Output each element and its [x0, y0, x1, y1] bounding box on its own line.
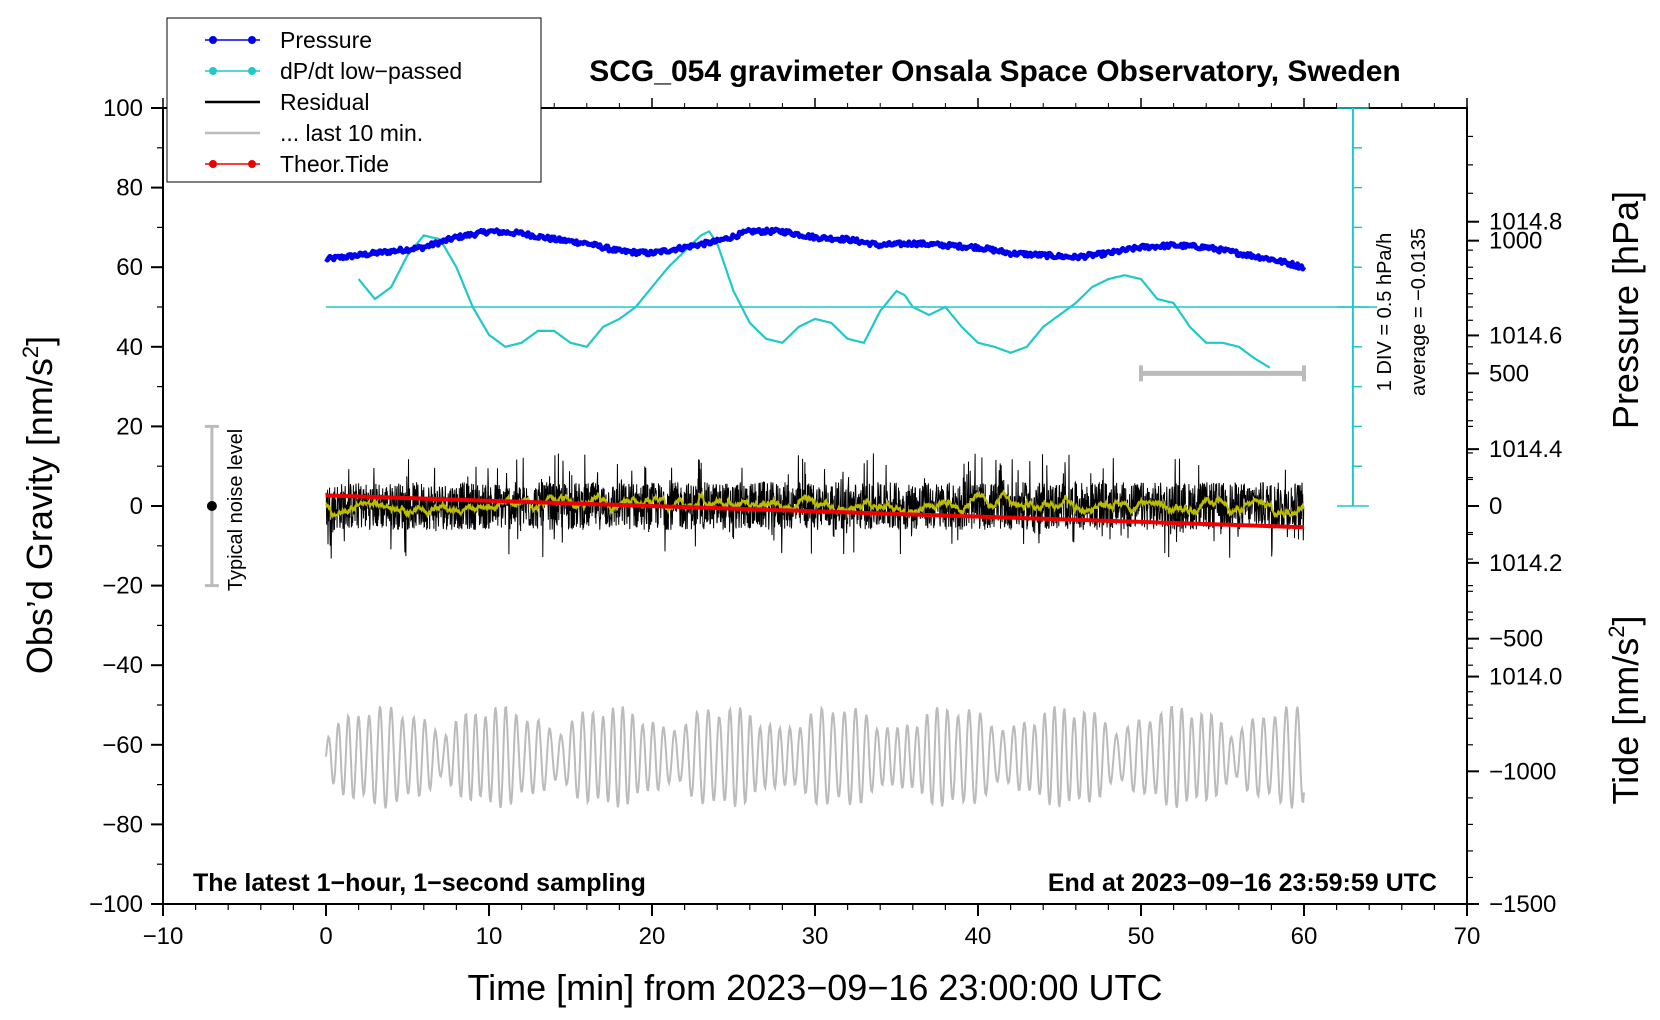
y-tick-label: −20: [102, 573, 143, 600]
last10-series-line: [325, 705, 1305, 809]
legend-label-tide: Theor.Tide: [280, 151, 389, 177]
x-tick-label: 10: [476, 923, 503, 950]
noise-level-bar: [204, 424, 219, 588]
legend-marker-tide-b: [248, 160, 256, 168]
tide-axis-label-main: Tide [nm/s: [1605, 638, 1646, 805]
pressure-tick-label: 1014.6: [1489, 322, 1562, 349]
legend-marks: [205, 36, 260, 168]
residual-smoothed-line: [325, 489, 1305, 519]
legend: Pressure dP/dt low−passed Residual ... l…: [166, 17, 542, 183]
y-tick-label: −60: [102, 732, 143, 759]
pressure-tick-label: 1014.2: [1489, 550, 1562, 577]
y-axis-label-main: Obs’d Gravity [nm/s: [19, 358, 60, 674]
tide-axis-ticks: −1500 −1000 −500 0 500 1000: [1467, 228, 1556, 918]
tide-tick-label: 0: [1489, 493, 1502, 520]
dpdt-average-label: average = −0.0135: [1408, 228, 1430, 396]
pressure-axis-ticks: 1014.0 1014.2 1014.4 1014.6 1014.8: [1467, 135, 1562, 706]
pressure-tick-label: 1014.8: [1489, 209, 1562, 236]
legend-label-last10: ... last 10 min.: [280, 120, 423, 146]
y-axis-label-sup: 2: [18, 346, 43, 358]
y-tick-label: −40: [102, 652, 143, 679]
legend-marker-tide-a: [209, 160, 217, 168]
tide-tick-label: 500: [1489, 360, 1529, 387]
y-tick-label: 100: [103, 95, 143, 122]
tide-tick-label: −1000: [1489, 758, 1556, 785]
tide-tick-label: 1000: [1489, 228, 1542, 255]
tide-axis-label: Tide [nm/s2]: [1604, 616, 1646, 805]
pressure-tick-label: 1014.0: [1489, 664, 1562, 691]
dpdt-series-line: [357, 230, 1271, 369]
tide-axis-label-sup: 2: [1604, 626, 1629, 638]
x-tick-label: 40: [965, 923, 992, 950]
footer-left-text: The latest 1−hour, 1−second sampling: [193, 869, 646, 897]
y-tick-label: −80: [102, 811, 143, 838]
y-tick-label: 60: [116, 254, 143, 281]
x-tick-label: −10: [143, 923, 184, 950]
x-axis-ticks: −10 0 10 20 30 40 50 60 70: [143, 98, 1481, 950]
tide-series-line: [325, 493, 1305, 530]
y-tick-label: 0: [130, 493, 143, 520]
y-tick-label: 20: [116, 413, 143, 440]
pressure-series-line: [324, 226, 1307, 272]
x-tick-label: 70: [1454, 923, 1481, 950]
y-axis-label-close: ]: [19, 336, 60, 346]
noise-level-label: Typical noise level: [225, 429, 247, 591]
chart-title: SCG_054 gravimeter Onsala Space Observat…: [589, 55, 1401, 88]
y-axis-ticks: −100 −80 −60 −40 −20 0 20 40 60 80 100: [89, 95, 163, 918]
legend-box: [166, 17, 542, 183]
pressure-tick-label: 1014.4: [1489, 436, 1562, 463]
tide-tick-label: −500: [1489, 626, 1543, 653]
legend-marker-pressure-b: [248, 36, 256, 44]
legend-marker-dpdt-a: [209, 67, 217, 75]
legend-label-dpdt: dP/dt low−passed: [280, 58, 462, 84]
footer-right-text: End at 2023−09−16 23:59:59 UTC: [1048, 869, 1437, 897]
residual-series-line: [325, 453, 1305, 559]
y-axis-label: Obs’d Gravity [nm/s2]: [18, 336, 60, 674]
tide-tick-label: −1500: [1489, 891, 1556, 918]
x-tick-label: 60: [1291, 923, 1318, 950]
x-tick-label: 50: [1128, 923, 1155, 950]
legend-label-pressure: Pressure: [280, 27, 372, 53]
pressure-axis-label: Pressure [hPa]: [1605, 191, 1646, 429]
dpdt-scale-label: 1 DIV = 0.5 hPa/h: [1374, 233, 1396, 391]
legend-marker-dpdt-b: [248, 67, 256, 75]
legend-label-residual: Residual: [280, 89, 370, 115]
noise-bar-dot: [206, 501, 217, 511]
x-tick-label: 30: [802, 923, 829, 950]
y-tick-label: −100: [89, 891, 143, 918]
x-axis-label: Time [min] from 2023−09−16 23:00:00 UTC: [467, 967, 1162, 1008]
legend-marker-pressure-a: [209, 36, 217, 44]
x-tick-label: 20: [639, 923, 666, 950]
x-tick-label: 0: [319, 923, 332, 950]
tide-axis-label-close: ]: [1605, 616, 1646, 626]
y-tick-label: 40: [116, 334, 143, 361]
last10-range-bar: [1139, 365, 1306, 382]
y-tick-label: 80: [116, 175, 143, 202]
